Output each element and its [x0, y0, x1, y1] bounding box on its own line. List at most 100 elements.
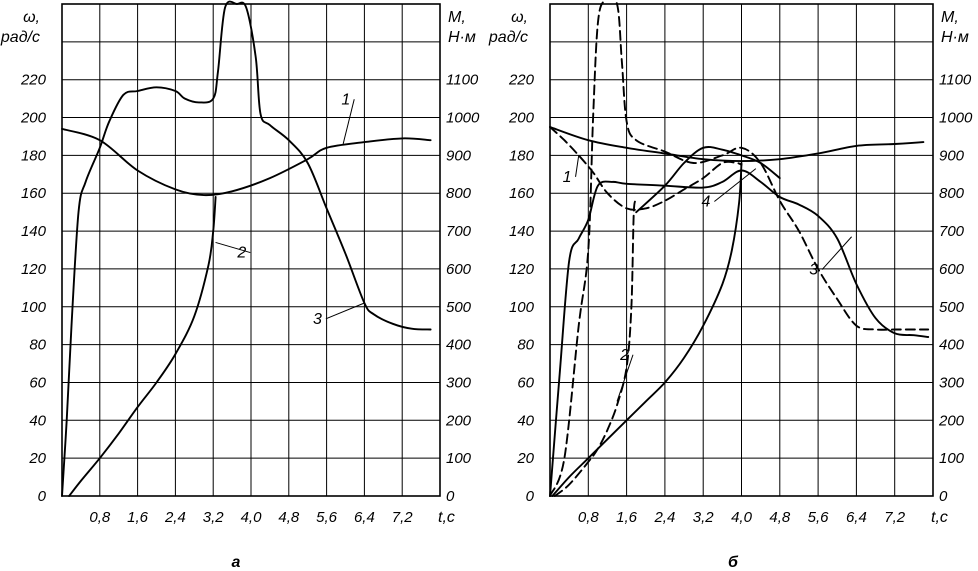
b-y-right-tick-label: 600	[939, 261, 965, 278]
a-curve-label: 3	[313, 311, 322, 328]
b-y-right-axis-label: Н·м	[941, 29, 969, 46]
a-y-left-tick-label: 160	[21, 185, 47, 202]
a-curve-label-leader	[325, 302, 365, 320]
a-x-tick-label: 0,8	[89, 509, 111, 526]
b-series-2-dashed-line	[553, 200, 638, 497]
b-curve-label: 2	[619, 347, 629, 364]
a-curve-label: 1	[341, 91, 350, 108]
b-y-left-tick-label: 80	[517, 337, 534, 354]
b-y-left-tick-label: 60	[517, 374, 534, 391]
a-x-axis-label: t,c	[438, 509, 455, 526]
b-curve-label-leader	[575, 155, 580, 177]
b-y-left-tick-label: 140	[509, 223, 535, 240]
b-y-right-tick-label: 1100	[939, 72, 972, 89]
b-series-3-solid-line	[549, 169, 930, 497]
b-curve-label: 3	[809, 262, 818, 279]
a-y-left-tick-label: 40	[29, 412, 46, 429]
a-x-tick-label: 4,0	[241, 509, 263, 526]
b-x-tick-label: 3,2	[693, 509, 715, 526]
b-y-right-tick-label: 300	[939, 374, 965, 391]
b-x-tick-label: 0,8	[578, 509, 600, 526]
a-curve-label-leader	[215, 241, 251, 254]
a-y-left-tick-label: 180	[21, 147, 47, 164]
a-x-tick-label: 3,2	[203, 509, 225, 526]
a-y-right-tick-label: 700	[446, 223, 472, 240]
a-y-right-tick-label: 800	[446, 185, 472, 202]
a-y-right-axis-label: Н·м	[448, 29, 476, 46]
a-y-right-axis-label: M,	[448, 9, 466, 26]
a-y-left-tick-label: 80	[29, 337, 46, 354]
b-curve-label: 1	[563, 169, 572, 186]
panel-a-caption: а	[232, 554, 241, 571]
a-y-left-tick-label: 120	[21, 261, 47, 278]
b-series-4-solid-line	[635, 146, 781, 214]
panel-b: б 0,8 1,6 2,4 3,2 4,0 4,8 5,6 6,4 7,202040608010…	[488, 0, 973, 571]
a-y-left-axis-label: ω,	[23, 9, 40, 26]
a-y-right-tick-label: 1000	[446, 110, 480, 127]
panel-b-caption: б	[728, 554, 739, 571]
b-y-left-tick-label: 20	[516, 450, 534, 467]
b-series-1-solid-line	[549, 126, 925, 163]
a-x-tick-label: 5,6	[316, 509, 338, 526]
a-y-right-tick-label: 100	[446, 450, 472, 467]
b-series-1-dashed-line	[549, 126, 743, 211]
b-y-right-tick-label: 900	[939, 147, 965, 164]
b-y-left-tick-label: 220	[508, 72, 535, 89]
a-y-left-tick-label: 0	[38, 488, 47, 505]
b-x-tick-label: 1,6	[616, 509, 638, 526]
b-y-right-tick-label: 500	[939, 299, 965, 316]
a-y-right-tick-label: 500	[446, 299, 472, 316]
a-y-left-tick-label: 140	[21, 223, 47, 240]
b-x-tick-label: 7,2	[884, 509, 906, 526]
b-y-left-tick-label: 100	[509, 299, 535, 316]
b-curve-label-leader	[714, 168, 757, 202]
b-y-right-tick-label: 700	[939, 223, 965, 240]
a-y-left-tick-label: 20	[28, 450, 46, 467]
a-y-left-axis-label: рад/с	[0, 29, 40, 46]
b-x-tick-label: 4,0	[731, 509, 753, 526]
a-series-1-solid-line	[61, 127, 432, 197]
b-curve-label-leader	[616, 354, 634, 402]
a-plot-frame	[61, 3, 441, 497]
b-curve-label: 4	[701, 193, 710, 210]
b-series-3-dashed-line	[549, 0, 930, 497]
panel-a: а 0,8 1,6 2,4 3,2 4,0 4,8 5,6 6,4 7,2 0 20 40 60 80 10…	[0, 0, 480, 571]
a-y-left-tick-label: 60	[29, 374, 46, 391]
b-y-left-tick-label: 180	[509, 147, 535, 164]
a-y-right-tick-label: 900	[446, 147, 472, 164]
a-x-tick-label: 7,2	[392, 509, 414, 526]
a-series-2-solid-line	[68, 196, 217, 497]
a-y-right-tick-label: 400	[446, 337, 472, 354]
b-y-right-tick-label: 100	[939, 450, 965, 467]
b-y-left-tick-label: 40	[517, 412, 534, 429]
a-x-tick-label: 1,6	[127, 509, 149, 526]
a-y-right-tick-label: 300	[446, 374, 472, 391]
a-x-tick-label: 2,4	[164, 509, 186, 526]
b-y-left-axis-label: ω,	[511, 9, 528, 26]
a-curve-label-leader	[342, 99, 355, 145]
b-x-tick-label: 6,4	[846, 509, 867, 526]
b-x-tick-label: 5,6	[808, 509, 830, 526]
a-curve-label: 2	[236, 245, 246, 262]
b-y-left-tick-label: 0	[526, 488, 535, 505]
a-y-left-tick-label: 220	[20, 72, 47, 89]
a-x-tick-label: 6,4	[354, 509, 375, 526]
b-y-left-tick-label: 120	[509, 261, 535, 278]
a-series-3-solid-line	[61, 0, 432, 497]
b-x-tick-label: 4,8	[769, 509, 791, 526]
a-y-left-tick-label: 100	[21, 299, 47, 316]
b-y-right-tick-label: 1000	[939, 110, 973, 127]
b-y-right-tick-label: 200	[938, 412, 965, 429]
b-series-2-solid-line	[551, 162, 743, 497]
b-y-right-tick-label: 800	[939, 185, 965, 202]
b-curve-label-leader	[821, 236, 852, 270]
a-x-tick-label: 4,8	[278, 509, 300, 526]
b-y-right-tick-label: 400	[939, 337, 965, 354]
a-y-right-tick-label: 600	[446, 261, 472, 278]
a-y-right-tick-label: 200	[445, 412, 472, 429]
b-x-axis-label: t,c	[931, 509, 948, 526]
b-y-right-axis-label: M,	[941, 9, 959, 26]
b-y-right-tick-label: 0	[939, 488, 948, 505]
b-y-left-tick-label: 160	[509, 185, 535, 202]
